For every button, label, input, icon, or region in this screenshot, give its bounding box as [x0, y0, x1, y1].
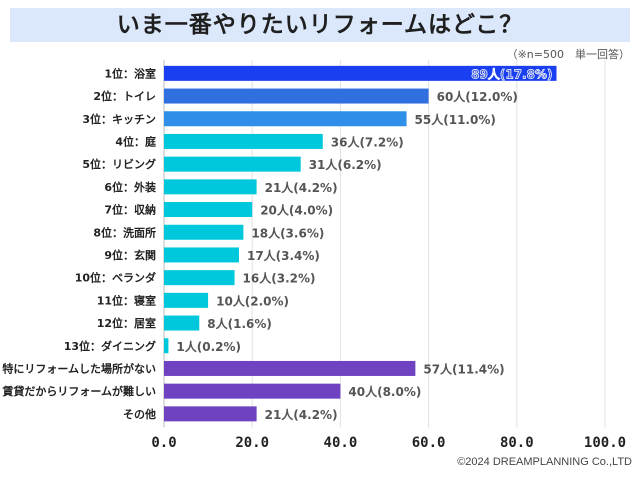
category-label: 13位：ダイニング: [64, 339, 156, 353]
data-label: 18人(3.6%): [251, 225, 324, 240]
bar: [164, 156, 301, 172]
bar: [164, 88, 429, 104]
bars: [164, 65, 557, 422]
bar: [164, 383, 341, 399]
bar: [164, 111, 407, 127]
category-label: 2位：トイレ: [93, 89, 156, 103]
x-tick-label: 0.0: [151, 435, 176, 451]
category-label: 8位：洗面所: [93, 225, 156, 239]
data-label: 1人(0.2%): [176, 339, 241, 354]
category-label: 特にリフォームした場所がない: [2, 361, 156, 375]
bar: [164, 315, 200, 331]
chart-title: いま一番やりたいリフォームはどこ？: [116, 12, 524, 38]
category-label: 7位：収納: [104, 203, 156, 217]
bar: [164, 270, 235, 286]
data-label: 21人(4.2%): [265, 407, 338, 422]
bar: [164, 133, 323, 149]
bar: [164, 406, 257, 422]
category-labels: 1位：浴室 2位：トイレ 3位：キッチン 4位：庭 5位：リビング 6位：外装 7位：収納 8…: [1, 66, 156, 421]
x-axis-ticks: 0.0 20.0 40.0 60.0 80.0 100.0: [151, 435, 626, 451]
data-label: 31人(6.2%): [309, 157, 382, 172]
x-tick-label: 40.0: [324, 435, 358, 451]
category-label: 12位：居室: [97, 316, 156, 330]
category-label: 5位：リビング: [82, 157, 156, 171]
data-label: 21人(4.2%): [265, 180, 338, 195]
category-label: 賃貸だからリフォームが難しい: [1, 384, 156, 398]
x-tick-label: 100.0: [584, 435, 626, 451]
data-label: 89人(17.8%): [471, 66, 552, 81]
sample-note: （※n=500 単一回答）: [506, 48, 630, 61]
data-label: 60人(12.0%): [437, 89, 518, 104]
bar: [164, 360, 416, 376]
category-label: 1位：浴室: [104, 66, 156, 80]
bar: [164, 224, 244, 240]
category-label: 3位：キッチン: [82, 112, 156, 126]
x-tick-label: 80.0: [500, 435, 534, 451]
title-band: いま一番やりたいリフォームはどこ？: [10, 8, 630, 42]
data-label: 55人(11.0%): [415, 112, 496, 127]
bar: [164, 247, 239, 263]
category-label: 10位：ベランダ: [75, 271, 156, 285]
data-label: 20人(4.0%): [260, 203, 333, 218]
x-tick-label: 20.0: [235, 435, 269, 451]
data-label: 17人(3.4%): [247, 248, 320, 263]
data-label: 10人(2.0%): [216, 293, 289, 308]
x-tick-label: 60.0: [412, 435, 446, 451]
data-label: 16人(3.2%): [243, 271, 316, 286]
category-label: 9位：玄関: [104, 248, 156, 262]
bar: [164, 338, 169, 354]
copyright-credit: ©2024 DREAMPLANNING Co.,LTD: [457, 456, 632, 468]
category-label: 6位：外装: [104, 180, 156, 194]
bar: [164, 65, 557, 81]
category-label: 4位：庭: [115, 134, 156, 148]
data-label: 36人(7.2%): [331, 134, 404, 149]
data-label: 8人(1.6%): [207, 316, 272, 331]
data-label: 57人(11.4%): [423, 361, 504, 376]
category-label: その他: [123, 407, 156, 421]
bar: [164, 179, 257, 195]
category-label: 11位：寝室: [97, 293, 156, 307]
data-label: 40人(8.0%): [348, 384, 421, 399]
value-labels: 89人(17.8%) 60人(12.0%) 55人(11.0%) 36人(7.2%) 3…: [176, 66, 552, 422]
bar: [164, 292, 209, 308]
bar: [164, 202, 253, 218]
